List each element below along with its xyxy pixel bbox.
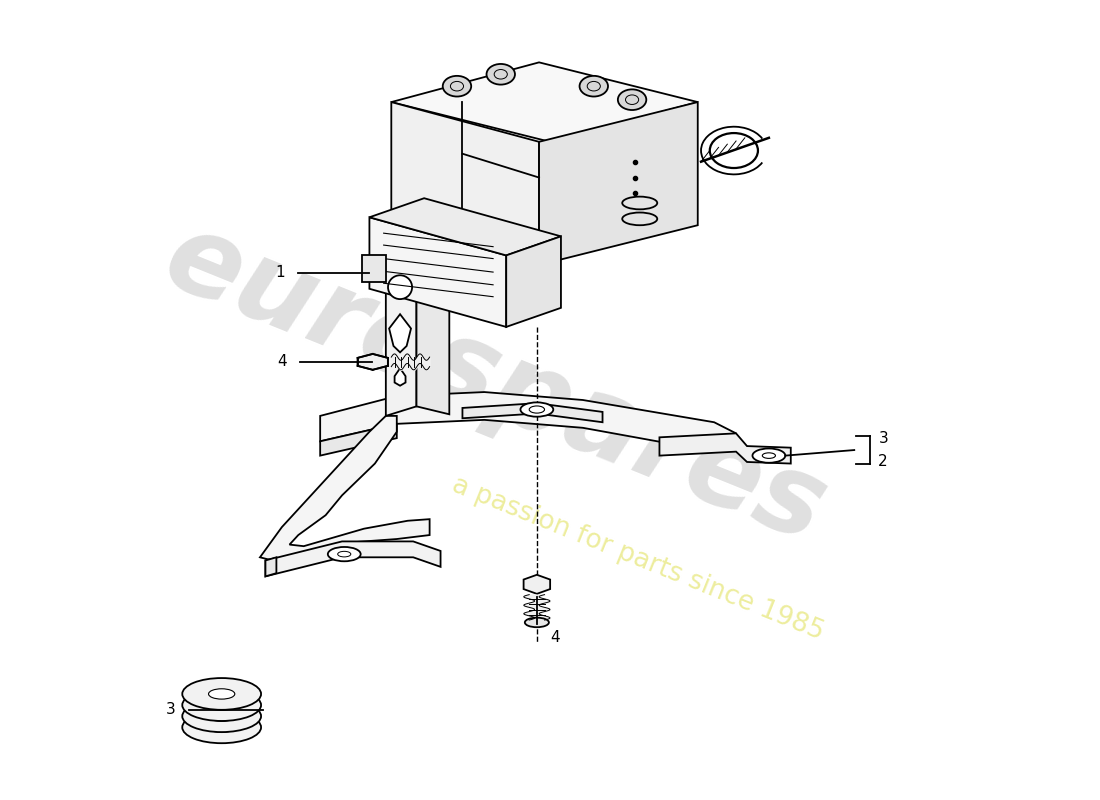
Polygon shape [386, 241, 417, 416]
Text: 3: 3 [878, 430, 888, 446]
Polygon shape [462, 403, 603, 422]
Polygon shape [386, 249, 484, 258]
Text: 4: 4 [550, 630, 560, 646]
Ellipse shape [525, 618, 549, 627]
Ellipse shape [328, 547, 361, 562]
Text: 3: 3 [166, 702, 176, 718]
Ellipse shape [183, 700, 261, 732]
FancyBboxPatch shape [362, 255, 386, 282]
Polygon shape [265, 558, 276, 576]
Polygon shape [659, 434, 791, 463]
Text: 4: 4 [277, 354, 287, 370]
Polygon shape [389, 314, 411, 352]
Ellipse shape [388, 275, 412, 299]
Polygon shape [506, 236, 561, 327]
Text: 1: 1 [275, 266, 285, 280]
Polygon shape [392, 62, 697, 142]
Ellipse shape [209, 711, 234, 722]
Ellipse shape [752, 449, 785, 462]
Polygon shape [395, 368, 406, 386]
Text: eurospares: eurospares [150, 203, 842, 566]
Text: a passion for parts since 1985: a passion for parts since 1985 [448, 472, 827, 646]
Ellipse shape [209, 689, 234, 699]
Polygon shape [392, 102, 539, 265]
Circle shape [580, 76, 608, 97]
Polygon shape [320, 392, 736, 452]
Polygon shape [358, 354, 388, 370]
Polygon shape [524, 574, 550, 594]
Circle shape [486, 64, 515, 85]
Polygon shape [260, 416, 430, 563]
Ellipse shape [209, 722, 234, 733]
Circle shape [618, 90, 647, 110]
Polygon shape [265, 542, 441, 576]
Ellipse shape [183, 689, 261, 721]
Polygon shape [320, 424, 397, 456]
Polygon shape [539, 102, 697, 265]
Ellipse shape [183, 678, 261, 710]
Circle shape [442, 76, 471, 97]
Ellipse shape [209, 700, 234, 710]
Text: 2: 2 [878, 454, 888, 470]
Polygon shape [370, 198, 561, 255]
Polygon shape [370, 218, 506, 327]
Ellipse shape [183, 711, 261, 743]
Polygon shape [417, 241, 449, 414]
Ellipse shape [520, 402, 553, 417]
